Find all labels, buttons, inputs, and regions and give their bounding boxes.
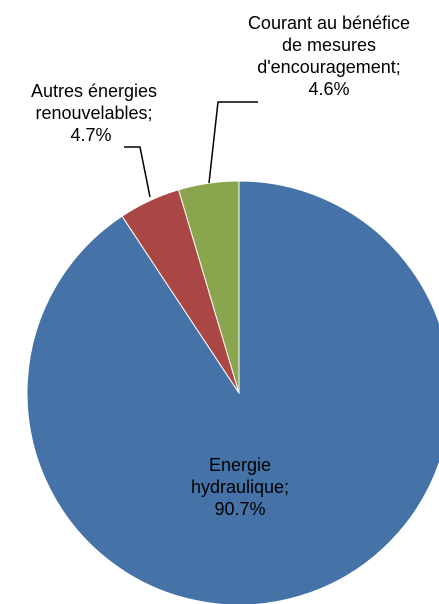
label-line: de mesures (281, 35, 377, 55)
label-line: 4.7% (70, 125, 112, 145)
leader-line-courant (208, 101, 258, 184)
label-line: d'encouragement; (257, 57, 401, 77)
label-line: Courant au bénéfice (247, 13, 411, 33)
slice-energie-hydraulique (26, 180, 439, 604)
label-line: hydraulique; (190, 477, 290, 497)
label-line: Autres énergies (30, 81, 158, 101)
leader-line-autres (124, 146, 151, 198)
label-autres-energies: Autres énergies renouvelables; 4.7% (4, 80, 184, 146)
label-courant-encouragement: Courant au bénéfice de mesures d'encoura… (222, 12, 436, 100)
label-line: 90.7% (214, 499, 266, 519)
label-line: Energie (208, 455, 272, 475)
label-energie-hydraulique: Energie hydraulique; 90.7% (160, 454, 320, 520)
label-line: renouvelables; (35, 103, 153, 123)
label-line: 4.6% (308, 79, 350, 99)
slice-courant-encouragement (177, 180, 240, 394)
